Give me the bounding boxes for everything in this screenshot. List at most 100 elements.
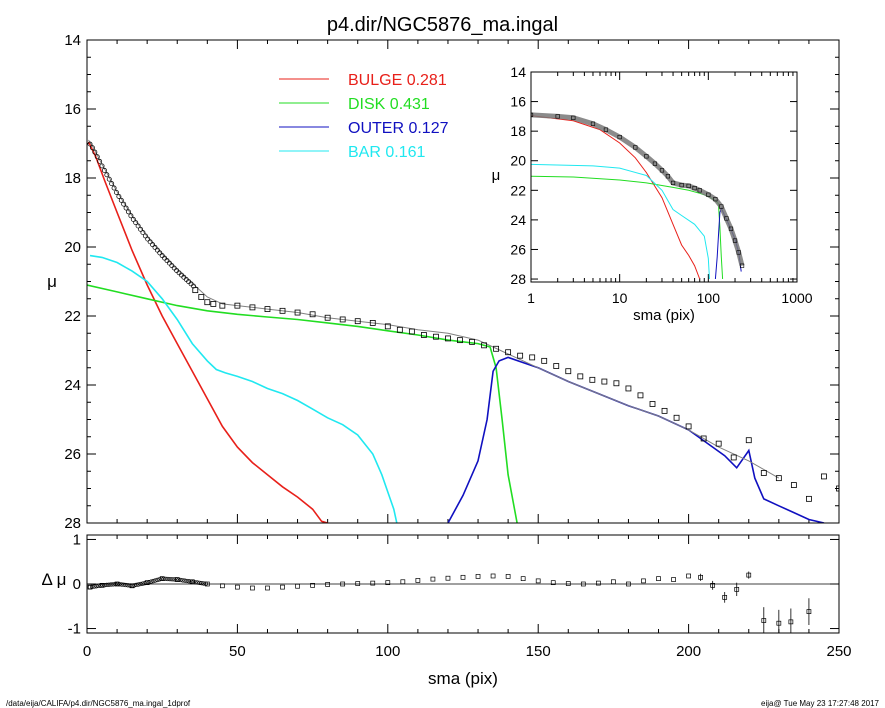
inset-xtick-label: 100 bbox=[697, 290, 721, 306]
data-point bbox=[445, 335, 451, 342]
data-point bbox=[433, 333, 439, 340]
residual-point bbox=[460, 574, 466, 580]
residual-point bbox=[142, 581, 147, 586]
data-point bbox=[279, 307, 286, 314]
data-point bbox=[106, 176, 112, 182]
legend-label-disk: DISK 0.431 bbox=[348, 96, 430, 113]
data-point bbox=[294, 309, 301, 316]
legend: BULGE 0.281 DISK 0.431 OUTER 0.127 BAR 0.16… bbox=[279, 72, 449, 161]
residual-point bbox=[325, 582, 330, 587]
data-point bbox=[384, 323, 391, 330]
residual-point bbox=[195, 580, 200, 585]
residual-point bbox=[125, 583, 131, 588]
residual-point bbox=[201, 581, 206, 586]
residual-point bbox=[199, 581, 204, 586]
data-point bbox=[481, 342, 487, 349]
data-point bbox=[760, 470, 767, 476]
residual-point bbox=[132, 583, 137, 588]
residual-point bbox=[87, 584, 93, 590]
data-point bbox=[87, 141, 93, 147]
residual-series-group bbox=[87, 571, 812, 633]
main-ylabel: μ bbox=[47, 272, 57, 291]
data-point bbox=[154, 247, 160, 253]
residual-point bbox=[127, 583, 133, 588]
data-point bbox=[577, 373, 584, 380]
residual-xtick-label: 0 bbox=[83, 643, 91, 660]
inset-data-point bbox=[590, 121, 596, 126]
data-point bbox=[234, 302, 241, 309]
residual-point bbox=[656, 576, 661, 582]
inset-data-point bbox=[665, 174, 671, 179]
inset-data-point bbox=[571, 115, 576, 120]
residual-point bbox=[490, 573, 496, 579]
residual-point bbox=[430, 576, 436, 582]
data-point bbox=[150, 242, 156, 248]
main-ytick-label: 14 bbox=[64, 32, 81, 49]
data-point bbox=[145, 236, 151, 242]
residual-xtick-label: 150 bbox=[526, 643, 551, 660]
data-point bbox=[637, 392, 644, 399]
inset-data-point bbox=[617, 134, 622, 140]
main-ytick-label: 26 bbox=[64, 446, 81, 463]
inset-data-point bbox=[724, 216, 729, 221]
inset-data-point bbox=[659, 168, 665, 173]
residual-point bbox=[184, 578, 190, 584]
residual-point bbox=[123, 582, 128, 588]
residual-point bbox=[415, 578, 421, 583]
residual-point bbox=[134, 582, 139, 588]
inset-ytick-label: 22 bbox=[510, 182, 526, 198]
inset-ytick-label: 18 bbox=[510, 123, 526, 139]
residual-point bbox=[203, 581, 208, 586]
residual-point bbox=[176, 577, 181, 582]
data-point bbox=[118, 197, 124, 203]
series-line-disk bbox=[87, 284, 518, 523]
residual-ytick-label: -1 bbox=[68, 621, 81, 638]
inset-data-point bbox=[719, 204, 724, 209]
residual-point bbox=[250, 585, 255, 591]
residual-ytick-label: 0 bbox=[73, 576, 81, 593]
inset-data-point bbox=[652, 161, 658, 166]
residual-point bbox=[89, 584, 95, 589]
inset-data-point bbox=[736, 250, 741, 255]
inset-data-point bbox=[697, 188, 702, 193]
residual-point bbox=[734, 586, 740, 592]
data-point bbox=[128, 213, 134, 219]
residual-point bbox=[153, 578, 158, 583]
residual-point bbox=[686, 573, 691, 579]
residual-point bbox=[535, 578, 541, 584]
inset-data-point bbox=[706, 192, 711, 197]
residual-point bbox=[596, 580, 601, 586]
residual-point bbox=[280, 584, 285, 590]
data-point bbox=[142, 233, 148, 239]
data-point bbox=[505, 349, 512, 356]
data-point bbox=[97, 158, 103, 164]
data-point bbox=[309, 311, 316, 318]
residual-point bbox=[148, 579, 154, 584]
residual-point bbox=[92, 584, 97, 589]
inset-plot-frame bbox=[530, 71, 798, 283]
data-point bbox=[613, 380, 620, 387]
data-point bbox=[821, 473, 827, 480]
data-point bbox=[104, 172, 110, 178]
data-point bbox=[730, 454, 737, 461]
main-ytick-label: 24 bbox=[64, 377, 81, 394]
main-ytick-label: 22 bbox=[64, 308, 81, 325]
residual-point bbox=[400, 579, 406, 585]
data-point bbox=[140, 230, 146, 236]
residual-point bbox=[188, 579, 194, 584]
inset-ytick-label: 20 bbox=[510, 153, 526, 169]
legend-label-outer: OUTER 0.127 bbox=[348, 120, 449, 137]
residual-point bbox=[140, 581, 145, 586]
residual-point bbox=[565, 581, 571, 586]
residual-point bbox=[235, 584, 240, 590]
residual-point bbox=[180, 578, 185, 583]
residual-ylabel: Δ μ bbox=[42, 570, 67, 589]
inset-data-point bbox=[692, 185, 697, 191]
data-point bbox=[673, 414, 680, 421]
data-point bbox=[369, 319, 376, 326]
inset-ytick-label: 16 bbox=[510, 94, 526, 110]
data-point bbox=[135, 223, 141, 229]
legend-label-bar: BAR 0.161 bbox=[348, 144, 425, 161]
residual-point bbox=[295, 583, 300, 589]
residual-point bbox=[144, 580, 150, 585]
